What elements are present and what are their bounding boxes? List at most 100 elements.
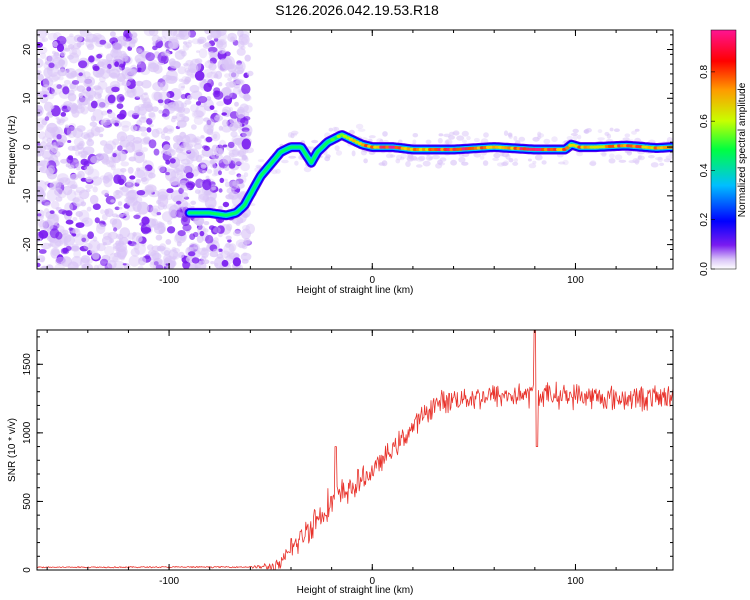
spectrogram-speckle bbox=[162, 108, 170, 117]
spectrogram-speckle bbox=[105, 53, 113, 62]
spectrogram-speckle bbox=[209, 159, 216, 165]
spectrogram-speckle bbox=[206, 128, 214, 136]
spectrogram-speckle bbox=[130, 124, 138, 132]
spectrogram-speckle bbox=[236, 173, 242, 178]
spectrogram-speckle bbox=[49, 88, 55, 95]
spectrogram-speckle bbox=[56, 118, 62, 124]
spectrogram-speckle bbox=[225, 235, 232, 240]
spectrogram-speckle bbox=[153, 64, 163, 74]
snr-xtick-label: 0 bbox=[369, 576, 375, 587]
spectrogram-speckle bbox=[223, 178, 228, 182]
spectrogram-speckle bbox=[37, 145, 43, 157]
spectrogram-speckle bbox=[234, 101, 239, 107]
spectrogram-speckle bbox=[176, 151, 188, 162]
spectrogram-speckle bbox=[175, 209, 185, 218]
spectrogram-speckle bbox=[85, 184, 94, 190]
ridge-halo-speckle bbox=[597, 129, 603, 134]
spectrogram-speckle bbox=[127, 166, 134, 174]
spectrogram-speckle bbox=[37, 30, 47, 39]
spectrogram-speckle bbox=[153, 148, 160, 156]
spectrogram-ridge-core bbox=[424, 147, 430, 152]
spectrogram-speckle bbox=[224, 181, 230, 188]
spectrogram-speckle bbox=[244, 54, 251, 62]
ridge-halo-speckle bbox=[473, 152, 482, 158]
spectrogram-speckle bbox=[67, 44, 75, 50]
ridge-halo-speckle bbox=[562, 159, 569, 166]
spectrogram-speckle bbox=[92, 203, 101, 210]
ridge-halo-speckle bbox=[650, 162, 659, 168]
spectrogram-speckle bbox=[49, 210, 55, 215]
spectrogram-speckle bbox=[221, 125, 232, 133]
spectrogram-speckle bbox=[41, 150, 54, 160]
ridge-halo-speckle bbox=[572, 134, 578, 141]
spectrogram-speckle bbox=[157, 52, 167, 64]
spectrogram-speckle bbox=[145, 254, 151, 260]
spectrogram-speckle bbox=[205, 234, 214, 244]
spectrogram-speckle bbox=[64, 47, 71, 52]
spectrogram-speckle bbox=[86, 86, 92, 92]
spectrogram-speckle bbox=[117, 145, 123, 152]
spectrogram-speckle bbox=[75, 163, 82, 168]
spectrogram-speckle bbox=[71, 80, 80, 85]
spectrogram-speckle bbox=[218, 205, 223, 210]
spectrogram-speckle bbox=[104, 245, 115, 256]
spectrogram-speckle bbox=[224, 73, 231, 78]
spectrogram-speckle bbox=[118, 213, 124, 218]
spectrogram-speckle bbox=[241, 154, 247, 161]
colorbar-gradient bbox=[710, 29, 737, 270]
spectrogram-speckle bbox=[91, 36, 100, 42]
spectrogram-speckle bbox=[198, 48, 208, 59]
snr-ylabel: SNR (10 * v/v) bbox=[7, 418, 18, 482]
spectrogram-speckle bbox=[225, 81, 237, 88]
ridge-halo-speckle bbox=[493, 152, 501, 159]
spectrogram-speckle bbox=[237, 40, 245, 49]
snr-ytick-label: 1000 bbox=[22, 421, 33, 444]
spectrogram-speckle bbox=[237, 89, 242, 93]
spectrogram-speckle bbox=[234, 66, 245, 75]
ridge-halo-speckle bbox=[416, 164, 423, 168]
spectrogram-speckle bbox=[176, 200, 182, 205]
spectrogram-speckle bbox=[108, 160, 117, 168]
spectrogram-speckle bbox=[230, 130, 238, 138]
spectrogram-speckle bbox=[57, 76, 64, 81]
spectrogram-ridge-core bbox=[449, 147, 454, 152]
spectrogram-speckle bbox=[40, 265, 48, 269]
ridge-halo-speckle bbox=[502, 160, 509, 166]
spectrogram-speckle bbox=[186, 146, 193, 153]
spectrogram-speckle bbox=[198, 187, 210, 201]
spectrogram-speckle bbox=[116, 66, 122, 73]
snr-frame bbox=[36, 329, 674, 571]
spectrogram-speckle bbox=[51, 91, 57, 96]
ridge-halo-speckle bbox=[543, 138, 551, 145]
spectrogram-speckle bbox=[113, 260, 125, 269]
spectrogram-speckle bbox=[101, 189, 109, 196]
spectrogram-ytick-label: 20 bbox=[22, 44, 33, 56]
spectrogram-speckle bbox=[96, 53, 103, 59]
spectrogram-speckle bbox=[104, 42, 112, 49]
spectrogram-ytick-label: -20 bbox=[22, 237, 33, 252]
spectrogram-speckle bbox=[148, 30, 159, 37]
spectrogram-xtick-label: 0 bbox=[369, 275, 375, 286]
spectrogram-speckle bbox=[178, 251, 185, 259]
spectrogram-speckle bbox=[66, 126, 77, 138]
spectrogram-speckle bbox=[112, 138, 120, 146]
spectrogram-speckle bbox=[162, 127, 169, 134]
spectrogram-speckle bbox=[225, 194, 235, 200]
spectrogram-speckle bbox=[48, 62, 55, 69]
spectrogram-speckle bbox=[167, 226, 176, 234]
spectrogram-speckle bbox=[128, 77, 134, 81]
spectrogram-speckle bbox=[112, 242, 122, 250]
spectrogram-speckle bbox=[105, 208, 114, 218]
spectrogram-speckle bbox=[194, 189, 201, 195]
spectrogram-speckle bbox=[69, 184, 78, 189]
spectrogram-speckle bbox=[73, 249, 81, 259]
ridge-halo-speckle bbox=[418, 155, 426, 161]
spectrogram-speckle bbox=[203, 221, 210, 226]
spectrogram-speckle bbox=[67, 164, 75, 169]
spectrogram-speckle bbox=[144, 164, 153, 172]
spectrogram-speckle bbox=[40, 52, 46, 59]
spectrogram-ridge-core bbox=[342, 134, 347, 138]
spectrogram-speckle bbox=[197, 247, 209, 255]
